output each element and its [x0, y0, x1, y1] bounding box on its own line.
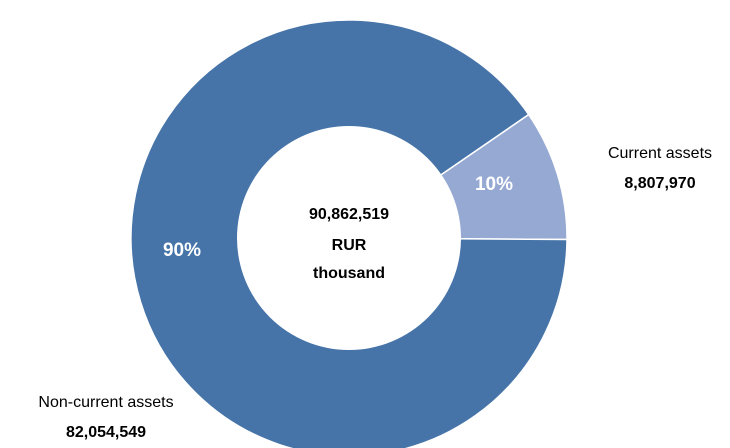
center-total-unit: thousand [313, 265, 385, 282]
category-label-current-assets: Current assets [608, 145, 712, 162]
value-label-non-current-assets: 82,054,549 [66, 424, 146, 441]
value-label-current-assets: 8,807,970 [624, 175, 695, 192]
slice-pct-non-current-assets: 90% [163, 240, 201, 261]
category-label-non-current-assets: Non-current assets [38, 394, 173, 411]
slice-pct-current-assets: 10% [475, 174, 513, 195]
center-total-value: 90,862,519 [309, 206, 389, 223]
center-total-currency: RUR [332, 237, 367, 254]
donut-hole [237, 126, 461, 350]
